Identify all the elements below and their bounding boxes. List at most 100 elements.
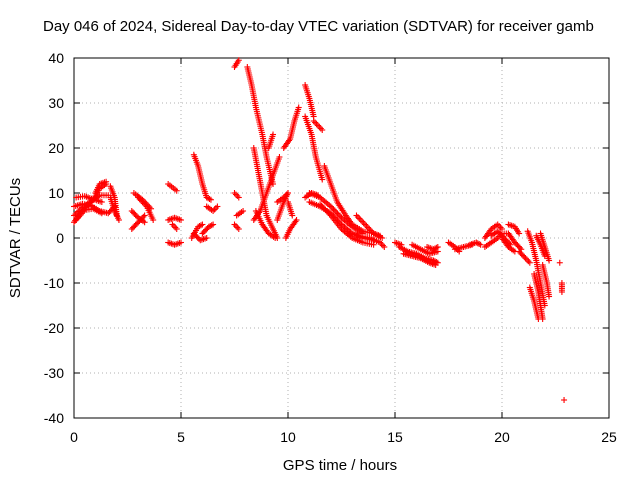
data-point: [235, 226, 242, 232]
data-point: [105, 210, 112, 217]
data-point: [558, 289, 565, 295]
data-point: [103, 178, 110, 185]
data-point: [178, 239, 184, 246]
data-point: [200, 229, 207, 236]
data-point: [203, 226, 210, 233]
data-point: [106, 208, 113, 215]
data-point: [240, 208, 247, 214]
data-point: [274, 235, 281, 241]
data-point: [235, 57, 242, 64]
data-point: [318, 202, 325, 209]
data-point: [519, 252, 526, 259]
data-point: [173, 187, 180, 194]
data-point: [518, 251, 525, 258]
data-point: [173, 226, 180, 232]
data-point: [517, 249, 524, 256]
data-point: [516, 248, 523, 255]
data-point: [313, 121, 320, 127]
data-point: [231, 190, 238, 196]
data-point: [276, 154, 283, 160]
x-tick-label: 0: [70, 429, 78, 445]
data-point: [329, 204, 336, 211]
data-point: [326, 211, 333, 218]
data-point: [210, 221, 217, 228]
data-point: [317, 201, 324, 208]
data-point: [496, 229, 503, 236]
data-points: [71, 57, 568, 403]
data-point: [178, 217, 184, 223]
data-point: [334, 210, 341, 217]
data-point: [319, 127, 326, 133]
data-point: [433, 244, 440, 251]
data-point: [434, 244, 441, 250]
data-point: [513, 240, 520, 247]
data-point: [72, 211, 79, 218]
data-point: [232, 191, 239, 198]
data-point: [370, 241, 377, 248]
data-point: [379, 235, 386, 241]
x-axis-title: GPS time / hours: [283, 457, 397, 474]
data-point: [356, 215, 363, 222]
data-point: [546, 257, 553, 264]
data-point: [333, 209, 340, 216]
data-point: [131, 210, 138, 217]
y-tick-label: 10: [48, 185, 64, 201]
data-point: [130, 224, 137, 231]
data-point: [317, 125, 324, 132]
data-point: [316, 124, 323, 130]
data-point: [194, 234, 201, 241]
data-point: [319, 204, 326, 211]
data-point: [497, 230, 504, 237]
data-point: [314, 122, 321, 129]
data-point: [211, 206, 218, 213]
data-point: [199, 230, 206, 237]
data-point: [203, 235, 210, 241]
data-point: [132, 212, 139, 219]
x-tick-labels: 0 5 10 15 20 25: [70, 429, 617, 445]
data-point: [319, 176, 326, 183]
data-point: [379, 242, 386, 249]
data-point: [523, 256, 530, 263]
data-point: [337, 213, 344, 220]
data-point: [323, 208, 330, 215]
data-point: [289, 212, 296, 219]
data-point: [335, 211, 342, 218]
data-point: [561, 397, 568, 403]
data-point: [312, 119, 319, 126]
data-point: [295, 104, 302, 111]
data-point: [363, 223, 370, 229]
data-point: [499, 226, 505, 232]
data-point: [132, 221, 139, 228]
y-tick-label: 20: [48, 140, 64, 156]
data-point: [136, 217, 143, 224]
data-point: [456, 248, 463, 255]
y-tick-label: -10: [44, 275, 64, 291]
data-point: [232, 223, 239, 229]
data-point: [73, 209, 80, 216]
data-point: [331, 207, 338, 214]
data-point: [322, 206, 329, 213]
data-point: [201, 227, 208, 234]
data-point: [293, 217, 300, 223]
x-tick-label: 10: [280, 429, 296, 445]
data-point: [130, 209, 137, 216]
data-point: [234, 224, 241, 231]
data-point: [432, 262, 439, 268]
data-point: [476, 241, 483, 247]
data-point: [214, 203, 221, 210]
y-tick-label: -20: [44, 320, 64, 336]
data-point: [206, 196, 213, 202]
data-point: [208, 222, 215, 229]
data-point: [535, 316, 542, 322]
data-point: [270, 131, 277, 138]
x-tick-label: 20: [494, 429, 510, 445]
x-tick-label: 15: [387, 429, 403, 445]
data-point: [199, 221, 206, 228]
data-point: [169, 221, 176, 228]
data-point: [139, 215, 146, 222]
x-tick-label: 5: [177, 429, 185, 445]
data-point: [135, 219, 142, 226]
y-tick-label: 30: [48, 95, 64, 111]
chart-title: Day 046 of 2024, Sidereal Day-to-day VTE…: [43, 18, 594, 35]
